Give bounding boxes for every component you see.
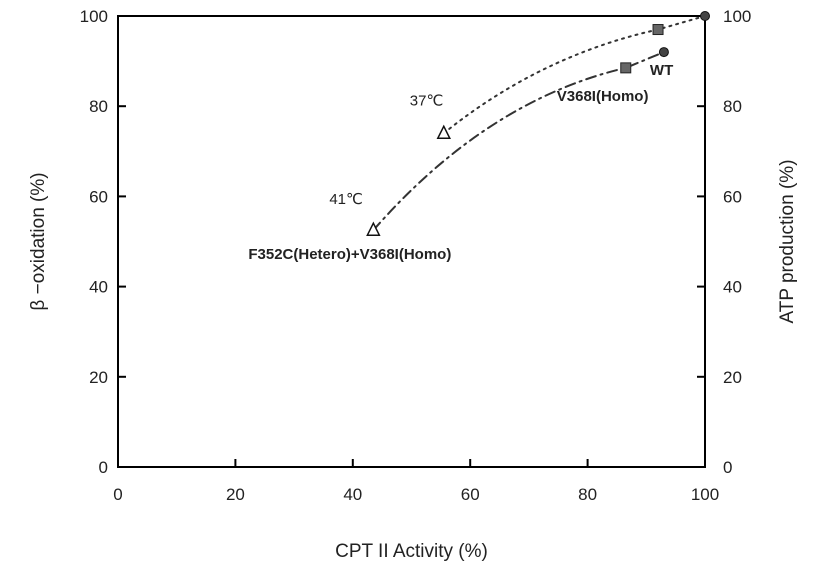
y2-tick-label: 100	[723, 7, 751, 26]
x-tick-label: 80	[578, 485, 597, 504]
y-tick-label: 40	[89, 278, 108, 297]
x-tick-label: 60	[461, 485, 480, 504]
circle-marker	[658, 47, 669, 58]
y-tick-label: 100	[80, 7, 108, 26]
triangle-marker	[436, 124, 451, 140]
trend-curves	[372, 15, 706, 232]
y-axis-title: β −oxidation (%)	[28, 172, 49, 310]
square-marker	[620, 62, 632, 74]
x-axis-title: CPT II Activity (%)	[335, 541, 488, 562]
x-tick-label: 0	[113, 485, 122, 504]
annotation-label: V368I(Homo)	[557, 88, 649, 105]
y-tick-label: 60	[89, 187, 108, 206]
y2-tick-label: 20	[723, 368, 742, 387]
y2-tick-label: 80	[723, 97, 742, 116]
y2-tick-label: 0	[723, 458, 732, 477]
square-marker	[652, 24, 664, 36]
x-tick-label: 20	[226, 485, 245, 504]
circle-marker	[700, 11, 710, 21]
annotation-label: WT	[650, 62, 673, 79]
data-markers	[366, 11, 710, 236]
y-tick-label: 20	[89, 368, 108, 387]
x-tick-label: 100	[691, 485, 719, 504]
curve-37c	[442, 15, 706, 135]
annotation-label: 41℃	[329, 191, 363, 208]
y-tick-label: 0	[99, 458, 108, 477]
annotation-label: 37℃	[410, 92, 444, 109]
y2-axis-title: ATP production (%)	[777, 159, 798, 323]
x-tick-label: 40	[343, 485, 362, 504]
annotations: 37℃ 41℃ F352C(Hetero)+V368I(Homo) V368I(Hom…	[248, 62, 673, 263]
curve-41c	[372, 51, 665, 232]
plot-frame	[117, 15, 706, 468]
y-tick-label: 80	[89, 97, 108, 116]
triangle-marker	[366, 221, 381, 236]
y2-tick-label: 60	[723, 187, 742, 206]
y2-tick-label: 40	[723, 278, 742, 297]
annotation-label: F352C(Hetero)+V368I(Homo)	[248, 246, 451, 263]
